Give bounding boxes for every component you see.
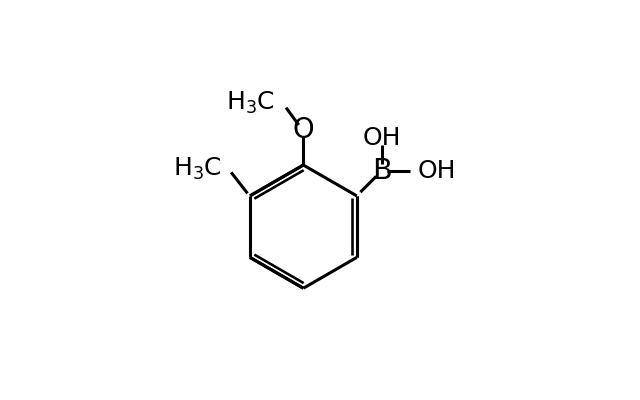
Text: OH: OH [362,126,401,150]
Text: OH: OH [417,159,456,183]
Text: O: O [292,116,314,144]
Text: H$_3$C: H$_3$C [227,90,275,116]
Text: B: B [372,157,392,185]
Text: H$_3$C: H$_3$C [173,156,222,182]
